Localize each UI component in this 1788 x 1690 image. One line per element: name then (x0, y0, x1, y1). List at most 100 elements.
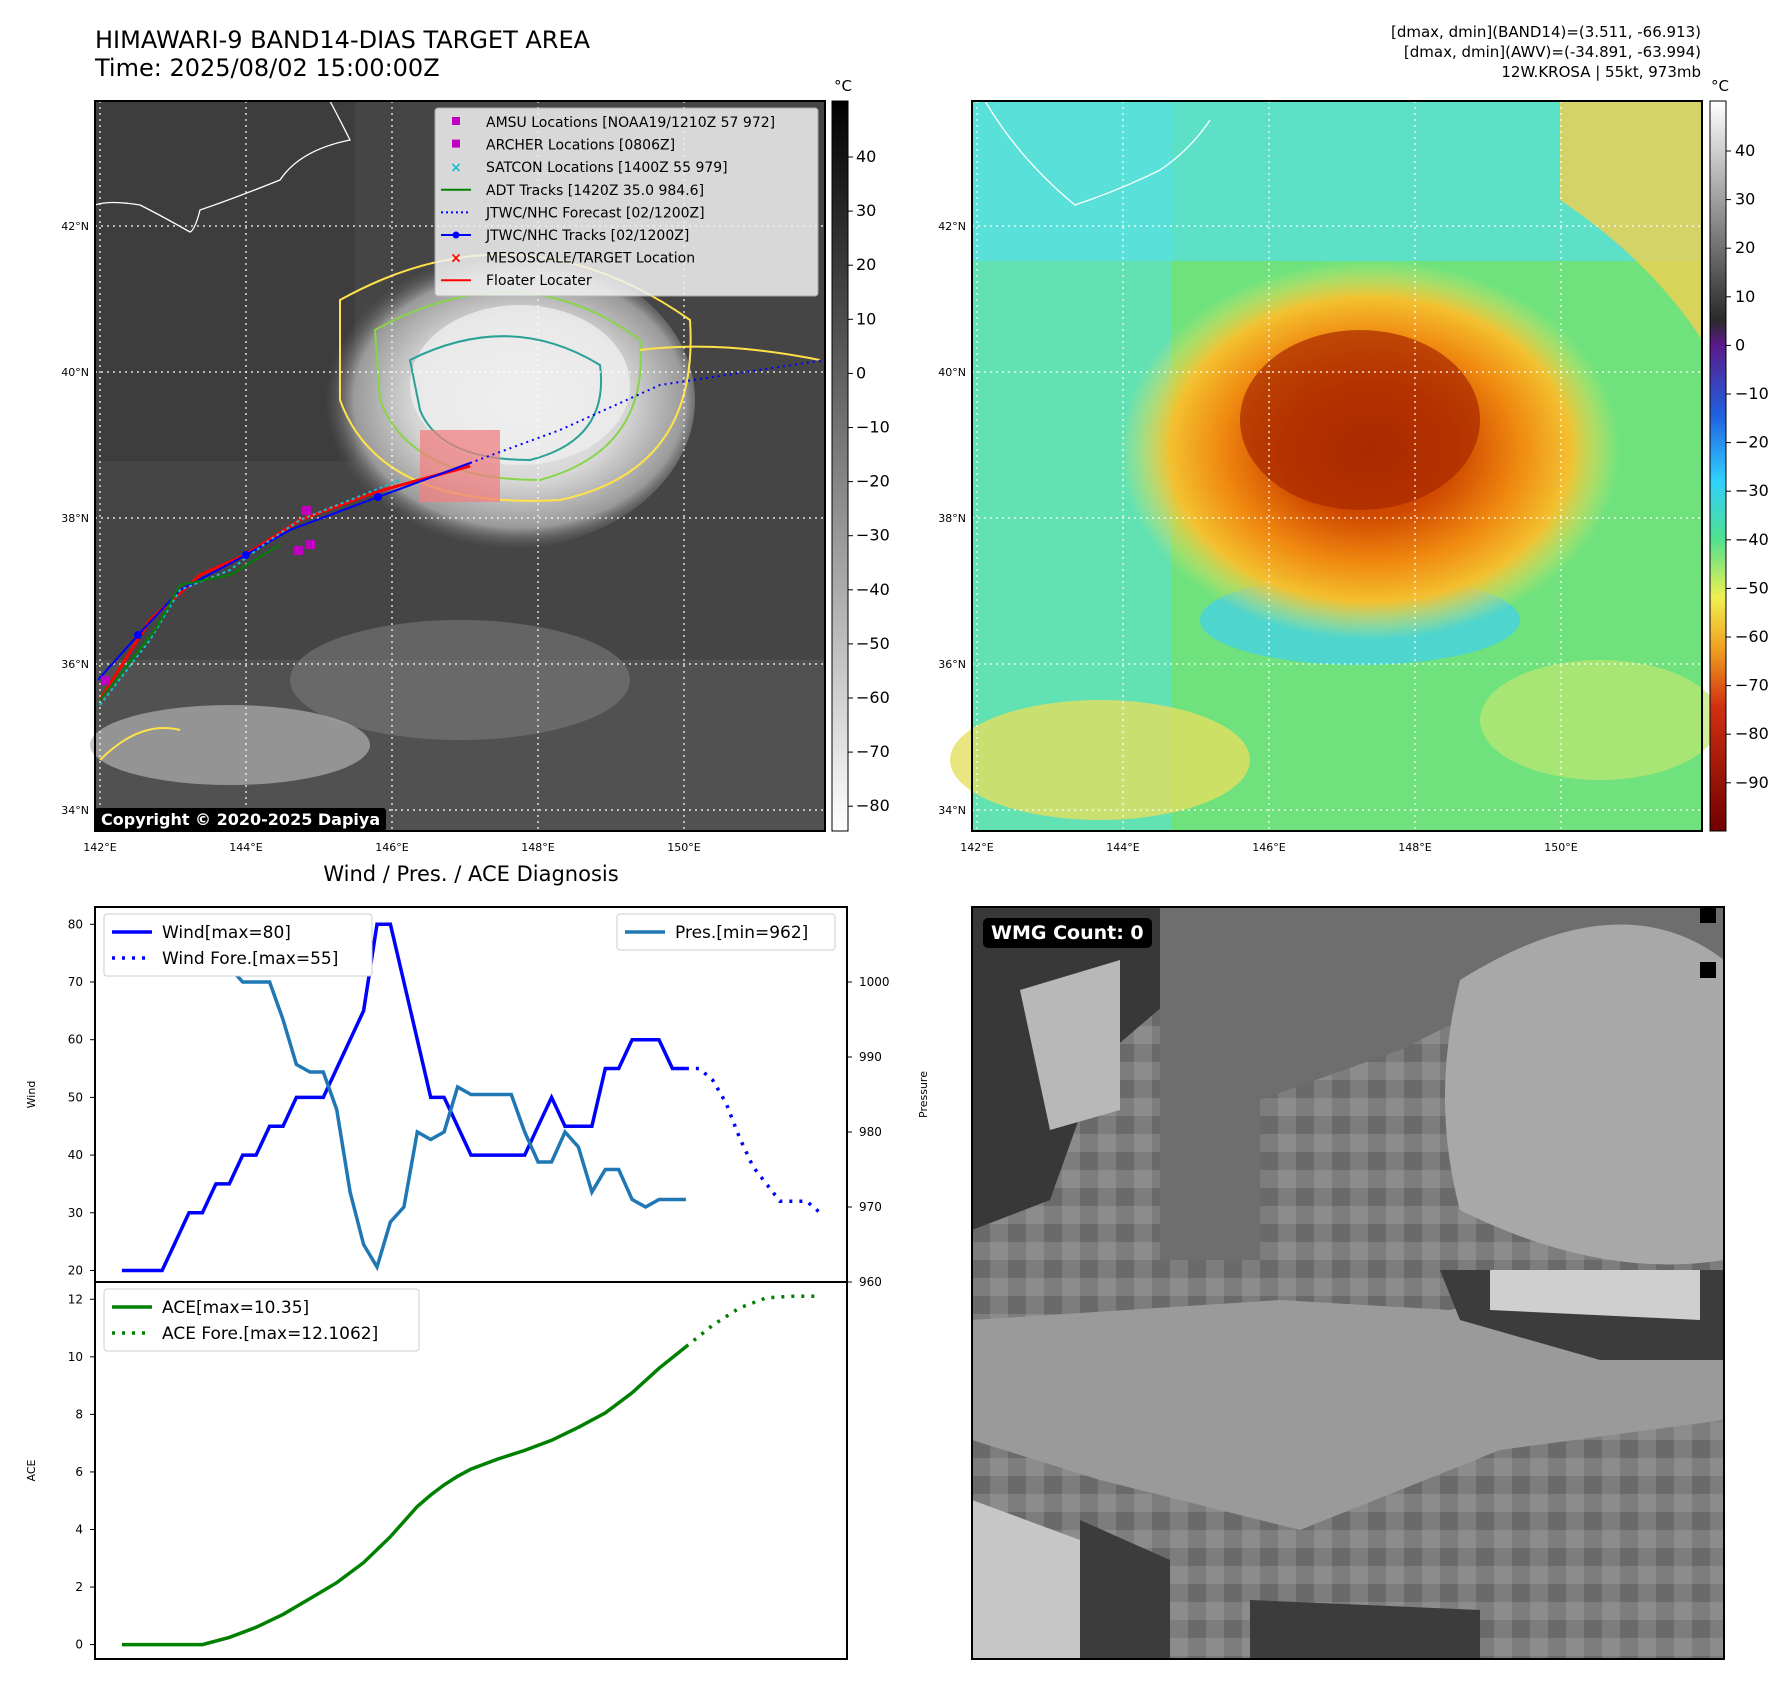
colorbar-right-unit: °C (1711, 77, 1729, 95)
y-tick-label: 8 (75, 1407, 83, 1421)
y-right-tick-label: 960 (859, 1275, 882, 1289)
map-right-lon-tick: 146°E (1252, 841, 1285, 854)
svg-text:×: × (450, 251, 462, 267)
colorbar-right-tick: −80 (1735, 724, 1769, 743)
y-tick-label: 40 (68, 1148, 83, 1162)
y-tick-label: 10 (68, 1350, 83, 1364)
map-right-lon-tick: 142°E (960, 841, 993, 854)
map-right-lon-tick: 150°E (1544, 841, 1577, 854)
map-right-lon-tick: 144°E (1106, 841, 1139, 854)
y-right-axis-label: Pressure (917, 1071, 930, 1118)
y-tick-label: 6 (75, 1465, 83, 1479)
map-panel-right (950, 100, 1720, 832)
y-axis-label: Wind (25, 1081, 38, 1109)
y-tick-label: 4 (75, 1522, 83, 1536)
y-tick-label: 20 (68, 1263, 83, 1277)
colorbar-left-tick: 20 (856, 255, 876, 274)
colorbar-right-tick: 40 (1735, 141, 1755, 160)
colorbar-left-tick: −20 (856, 472, 890, 491)
diagnosis-title: Wind / Pres. / ACE Diagnosis (323, 862, 619, 886)
wind-pressure-chart: 20 30 40 50 60 70 80 Wind 960 970 980 990 1000 Pressu… (25, 906, 930, 1289)
map-right-lat-tick: 42°N (938, 220, 966, 233)
colorbar-left-tick: 0 (856, 363, 866, 382)
legend-label: ARCHER Locations [0806Z] (486, 138, 675, 154)
map-left-lon-tick: 144°E (229, 841, 262, 854)
colorbar-right-tick: −90 (1735, 773, 1769, 792)
map-left-lat-tick: 34°N (61, 804, 89, 817)
map-left-lon-tick: 148°E (521, 841, 554, 854)
colorbar-left-tick: −70 (856, 742, 890, 761)
map-right-lat-tick: 36°N (938, 658, 966, 671)
map-left-lat-tick: 42°N (61, 220, 89, 233)
legend-text: ACE Fore.[max=12.1062] (162, 1324, 378, 1344)
coastline-left (94, 100, 351, 233)
legend-text: Pres.[min=962] (675, 923, 808, 943)
colorbar-right-tick: 10 (1735, 287, 1755, 306)
y-right-tick-label: 970 (859, 1200, 882, 1214)
map-left-axis-labels: 142°E 144°E 146°E 148°E 150°E 42°N 40°N 38°N 36°… (61, 220, 701, 854)
colorbar-right-tick: 30 (1735, 190, 1755, 209)
stats-line-3: 12W.KROSA | 55kt, 973mb (1501, 63, 1701, 81)
colorbar-left-tick: −40 (856, 580, 890, 599)
map-left-lon-tick: 142°E (83, 841, 116, 854)
colorbar-left-tick: −80 (856, 796, 890, 815)
legend-text: ACE[max=10.35] (162, 1298, 309, 1318)
stats-line-2: [dmax, dmin](AWV)=(-34.891, -63.994) (1403, 43, 1701, 61)
colorbar-left-tick: −60 (856, 688, 890, 707)
colorbar-right-tick: −20 (1735, 433, 1769, 452)
colorbar-right-tick: −40 (1735, 530, 1769, 549)
satcon-track (99, 479, 401, 706)
legend-swatch (452, 139, 460, 148)
wmg-panel (971, 906, 1725, 1660)
y-tick-label: 80 (68, 917, 83, 931)
y-right-tick-label: 1000 (859, 975, 890, 989)
map-left-lat-tick: 38°N (61, 512, 89, 525)
y-axis-label: ACE (25, 1459, 38, 1481)
legend-swatch: × (450, 251, 462, 267)
legend-swatch (452, 117, 460, 125)
jtwc-forecast-track (469, 359, 826, 464)
colorbar-right: °C 40 30 20 10 0 −10 −20 −30 −40 −50 −60 −70 −80 −90 (1709, 77, 1769, 832)
series-line (121, 922, 686, 1273)
colorbar-right-tick: −50 (1735, 578, 1769, 597)
y-right-tick-label: 990 (859, 1050, 882, 1064)
map-left-lon-tick: 150°E (667, 841, 700, 854)
legend-swatch: × (450, 160, 462, 176)
map-legend: AMSU Locations [NOAA19/1210Z 57 972] ARCH… (434, 107, 819, 297)
svg-text:×: × (450, 160, 462, 176)
map-right-lat-tick: 40°N (938, 366, 966, 379)
legend-text: Wind[max=80] (162, 923, 291, 943)
y-tick-label: 30 (68, 1206, 83, 1220)
y-tick-label: 70 (68, 975, 83, 989)
legend-label: JTWC/NHC Forecast [02/1200Z] (485, 205, 705, 221)
colorbar-left-tick: −50 (856, 634, 890, 653)
map-left-lat-tick: 36°N (61, 658, 89, 671)
map-right-lat-tick: 34°N (938, 804, 966, 817)
colorbar-right-tick: 20 (1735, 238, 1755, 257)
y-tick-label: 60 (68, 1033, 83, 1047)
figure-title: HIMAWARI-9 BAND14-DIAS TARGET AREA Time:… (95, 26, 590, 82)
legend-label: AMSU Locations [NOAA19/1210Z 57 972] (486, 115, 775, 131)
colorbar-right-tick: −10 (1735, 384, 1769, 403)
legend-label: SATCON Locations [1400Z 55 979] (486, 160, 728, 176)
colorbar-left-tick: −10 (856, 418, 890, 437)
title-line-2: Time: 2025/08/02 15:00:00Z (95, 54, 440, 82)
colorbar-right-tick: −30 (1735, 481, 1769, 500)
map-right-axis-labels: 142°E 144°E 146°E 148°E 150°E 42°N 40°N 38°N 36°… (938, 220, 1578, 854)
ace-chart: 0 2 4 6 8 10 12 ACE ACE[max=10.35] ACE Fore.[max… (25, 1281, 848, 1660)
legend-label: JTWC/NHC Tracks [02/1200Z] (485, 228, 689, 244)
title-line-1: HIMAWARI-9 BAND14-DIAS TARGET AREA (95, 26, 591, 54)
series-line (684, 1294, 821, 1349)
map-right-gridlines (972, 101, 1702, 831)
series-line (121, 1345, 687, 1647)
legend-swatch (441, 231, 471, 239)
y-tick-label: 0 (75, 1638, 83, 1652)
map-left-lat-tick: 40°N (61, 366, 89, 379)
legend-label: ADT Tracks [1420Z 35.0 984.6] (486, 183, 704, 199)
map-right-lon-tick: 148°E (1398, 841, 1431, 854)
map-right-lat-tick: 38°N (938, 512, 966, 525)
colorbar-right-tick: 0 (1735, 335, 1745, 354)
y-tick-label: 2 (75, 1580, 83, 1594)
colorbar-left-unit: °C (834, 77, 852, 95)
